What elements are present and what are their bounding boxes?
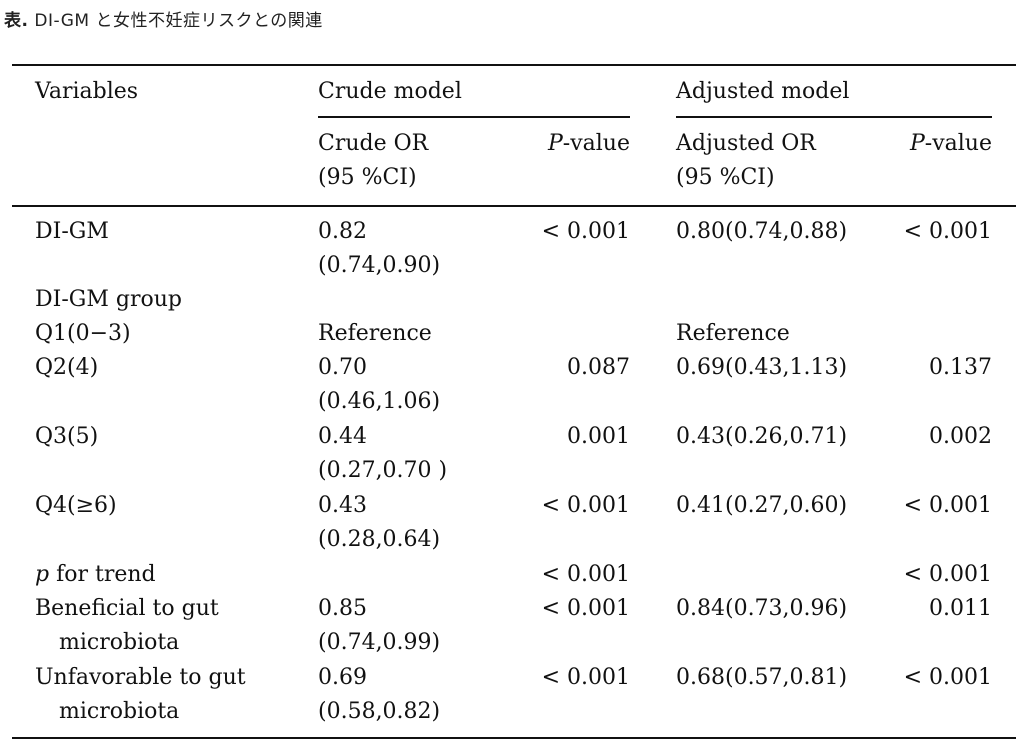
row-label: Q1(0−3) (35, 321, 131, 346)
header-adjusted-or: Adjusted OR (676, 131, 816, 156)
adjusted-p-value: < 0.001 (903, 665, 992, 690)
row-label: DI-GM group (35, 287, 182, 312)
adjusted-p-value: < 0.001 (903, 562, 992, 587)
table-caption: 表. DI-GM と女性不妊症リスクとの関連 (4, 6, 323, 31)
adjusted-p-value: 0.011 (929, 596, 992, 621)
crude-or-value: 0.82 (318, 219, 367, 244)
crude-p-value: < 0.001 (541, 493, 630, 518)
row-label-continued: microbiota (59, 699, 180, 724)
adjusted-or-value: 0.41(0.27,0.60) (676, 493, 848, 518)
caption-text: DI-GM と女性不妊症リスクとの関連 (34, 11, 323, 31)
header-variables: Variables (35, 79, 139, 104)
header-crude-or: Crude OR (318, 131, 429, 156)
row-label: Unfavorable to gut (35, 665, 246, 690)
crude-p-value: < 0.001 (541, 219, 630, 244)
crude-p-value: 0.001 (567, 424, 630, 449)
crude-or-value: Reference (318, 321, 432, 346)
crude-model-rule (318, 116, 630, 118)
adjusted-model-rule (676, 116, 992, 118)
crude-or-ci: (0.74,0.90) (318, 253, 441, 278)
row-label: p for trend (35, 562, 156, 587)
crude-or-ci: (0.58,0.82) (318, 699, 441, 724)
crude-or-value: 0.85 (318, 596, 367, 621)
adjusted-or-value: 0.69(0.43,1.13) (676, 355, 848, 380)
adjusted-p-value: < 0.001 (903, 219, 992, 244)
crude-or-value: 0.43 (318, 493, 367, 518)
adjusted-or-value: 0.68(0.57,0.81) (676, 665, 848, 690)
row-label: Q3(5) (35, 424, 99, 449)
header-adjusted-ci: (95 %CI) (676, 165, 775, 190)
crude-p-value: < 0.001 (541, 596, 630, 621)
adjusted-or-value: 0.84(0.73,0.96) (676, 596, 848, 621)
crude-or-ci: (0.74,0.99) (318, 630, 441, 655)
adjusted-or-value: Reference (676, 321, 790, 346)
adjusted-or-value: 0.80(0.74,0.88) (676, 219, 848, 244)
crude-or-value: 0.69 (318, 665, 367, 690)
adjusted-p-value: 0.137 (929, 355, 992, 380)
crude-p-value: 0.087 (567, 355, 630, 380)
header-bottom-rule (12, 205, 1016, 207)
crude-or-ci: (0.28,0.64) (318, 527, 441, 552)
row-label: Beneficial to gut (35, 596, 219, 621)
caption-separator: . (21, 11, 29, 31)
header-crude-ci: (95 %CI) (318, 165, 417, 190)
row-label: DI-GM (35, 219, 109, 244)
crude-or-ci: (0.46,1.06) (318, 389, 441, 414)
crude-or-value: 0.44 (318, 424, 367, 449)
table-top-rule (12, 64, 1016, 66)
row-label: Q4(≥6) (35, 493, 117, 518)
header-adjusted-model: Adjusted model (676, 79, 850, 104)
adjusted-or-value: 0.43(0.26,0.71) (676, 424, 848, 449)
table-bottom-rule (12, 737, 1016, 739)
crude-or-ci: (0.27,0.70 ) (318, 458, 448, 483)
adjusted-p-value: 0.002 (929, 424, 992, 449)
crude-p-value: < 0.001 (541, 665, 630, 690)
header-crude-model: Crude model (318, 79, 462, 104)
header-crude-p-value: P-value (547, 131, 630, 156)
row-label-continued: microbiota (59, 630, 180, 655)
adjusted-p-value: < 0.001 (903, 493, 992, 518)
header-adjusted-p-value: P-value (909, 131, 992, 156)
caption-label: 表 (4, 11, 22, 31)
row-label: Q2(4) (35, 355, 99, 380)
crude-or-value: 0.70 (318, 355, 367, 380)
crude-p-value: < 0.001 (541, 562, 630, 587)
